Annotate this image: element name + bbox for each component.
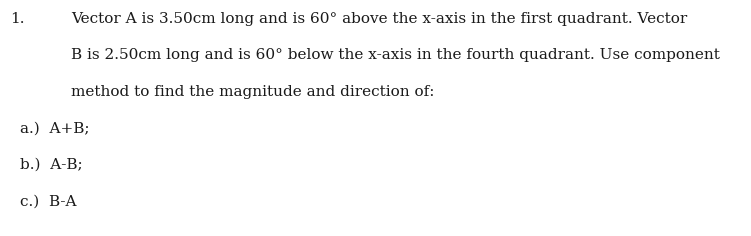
Text: 1.: 1. (10, 12, 24, 26)
Text: B is 2.50cm long and is 60° below the x-axis in the fourth quadrant. Use compone: B is 2.50cm long and is 60° below the x-… (71, 48, 720, 62)
Text: b.)  A-B;: b.) A-B; (20, 158, 83, 172)
Text: a.)  A+B;: a.) A+B; (20, 122, 90, 135)
Text: Vector A is 3.50cm long and is 60° above the x-axis in the first quadrant. Vecto: Vector A is 3.50cm long and is 60° above… (71, 12, 688, 26)
Text: method to find the magnitude and direction of:: method to find the magnitude and directi… (71, 85, 435, 99)
Text: c.)  B-A: c.) B-A (20, 195, 77, 209)
